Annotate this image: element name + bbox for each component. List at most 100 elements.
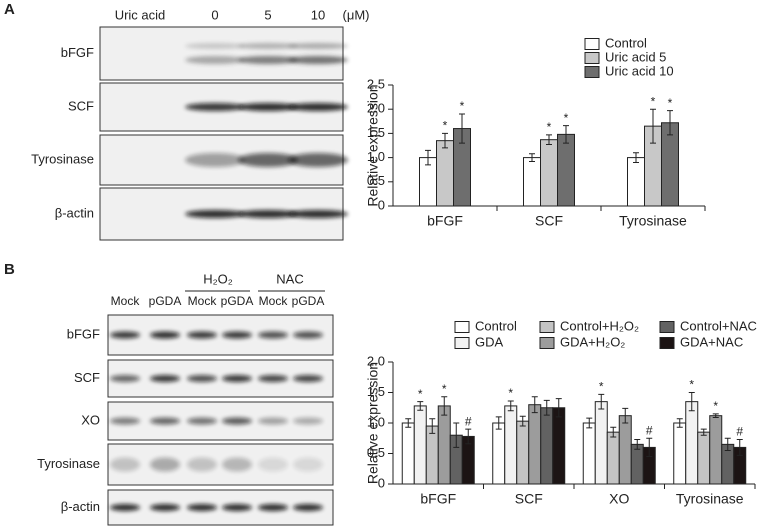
error-bar — [495, 416, 502, 430]
blot-band — [110, 375, 140, 382]
error-bar — [442, 132, 448, 149]
blot-row-label: XO — [81, 412, 100, 427]
blot-band — [288, 56, 348, 64]
blot-band — [222, 331, 252, 339]
bar — [582, 422, 596, 485]
blot-band — [288, 153, 348, 167]
bar — [594, 401, 608, 485]
blot-band — [185, 153, 245, 167]
bar — [492, 422, 506, 485]
significance-marker: * — [651, 94, 656, 108]
x-tick-label: XO — [609, 491, 629, 507]
legend-label: Uric acid 10 — [605, 63, 674, 78]
y-axis-label: Relative expression — [365, 84, 381, 206]
blot-band — [222, 375, 252, 382]
x-tick-label: bFGF — [427, 213, 463, 229]
error-bar — [429, 418, 436, 434]
legend-label: GDA+H₂O₂ — [560, 334, 625, 349]
bar — [552, 407, 566, 485]
y-tick-label: 0 — [378, 475, 385, 490]
unit-label: (μM) — [343, 7, 370, 22]
significance-marker: * — [547, 120, 552, 134]
blot-band — [187, 504, 217, 511]
blot-band — [185, 56, 245, 64]
error-bar — [453, 422, 460, 448]
blot-band — [288, 43, 348, 49]
bar — [540, 407, 554, 485]
bar — [697, 431, 711, 485]
y-tick-label: 1.0 — [367, 414, 385, 429]
treatment-label: Uric acid — [115, 7, 166, 22]
y-axis-label: Relative expression — [365, 362, 381, 484]
error-bar — [634, 438, 641, 450]
bar — [413, 405, 427, 485]
bar — [425, 425, 439, 485]
x-tick-label: SCF — [535, 213, 563, 229]
blot-row-label: β-actin — [55, 205, 94, 220]
legend-swatch — [659, 321, 675, 333]
legend-swatch — [454, 337, 470, 349]
error-bar — [405, 418, 412, 428]
blot-band — [187, 375, 217, 382]
legend-swatch — [454, 321, 470, 333]
blot-row-label: Tyrosinase — [37, 456, 100, 471]
error-bar — [563, 125, 569, 144]
blot-band — [110, 417, 140, 425]
bar — [630, 443, 644, 485]
lane-label: pGDA — [149, 294, 182, 308]
blot-band — [293, 331, 323, 339]
blot-band — [258, 504, 288, 511]
blot-band — [185, 210, 245, 218]
blot-band — [258, 417, 288, 425]
y-tick-label: 2.0 — [367, 353, 385, 368]
blot-band — [288, 103, 348, 111]
blot-band — [238, 153, 298, 167]
significance-marker: * — [564, 111, 569, 125]
y-tick-label: 1.5 — [367, 384, 385, 399]
bar — [685, 401, 699, 485]
bar — [557, 133, 575, 207]
bar — [627, 157, 645, 207]
blot-band — [293, 504, 323, 511]
legend-label: GDA — [475, 334, 504, 349]
y-tick-label: 0 — [378, 197, 385, 212]
blot-band — [293, 457, 323, 472]
lane-label: pGDA — [221, 294, 254, 308]
legend-label: Control — [605, 35, 647, 50]
blot-band — [238, 103, 298, 111]
blot-band — [185, 43, 245, 49]
blot-band — [238, 43, 298, 49]
lane-label: Mock — [188, 294, 218, 308]
y-tick-label: 0.5 — [367, 445, 385, 460]
error-bar — [555, 398, 562, 418]
error-bar — [688, 392, 695, 412]
significance-marker: # — [465, 414, 472, 428]
error-bar — [507, 400, 514, 412]
legend-swatch — [659, 337, 675, 349]
blot-band — [258, 375, 288, 382]
bar — [437, 405, 451, 485]
blot-band — [222, 457, 252, 472]
x-tick-label: Tyrosinase — [676, 491, 744, 507]
error-bar — [531, 396, 538, 414]
error-bar — [667, 110, 673, 136]
error-bar — [598, 393, 605, 410]
group-label: NAC — [276, 271, 303, 286]
blot-band — [187, 457, 217, 472]
blot-band — [222, 417, 252, 425]
blot-band — [222, 504, 252, 511]
legend-swatch — [539, 321, 555, 333]
blot-row-label: SCF — [68, 98, 94, 113]
blot-band — [150, 504, 180, 511]
error-bar — [646, 437, 653, 458]
blot-band — [110, 457, 140, 472]
significance-marker: * — [713, 399, 718, 413]
significance-marker: * — [418, 387, 423, 401]
error-bar — [622, 407, 629, 424]
x-tick-label: Tyrosinase — [619, 213, 687, 229]
error-bar — [441, 396, 448, 416]
y-tick-label: 1.0 — [367, 149, 385, 164]
blot-band — [288, 210, 348, 218]
error-bar — [700, 428, 707, 436]
